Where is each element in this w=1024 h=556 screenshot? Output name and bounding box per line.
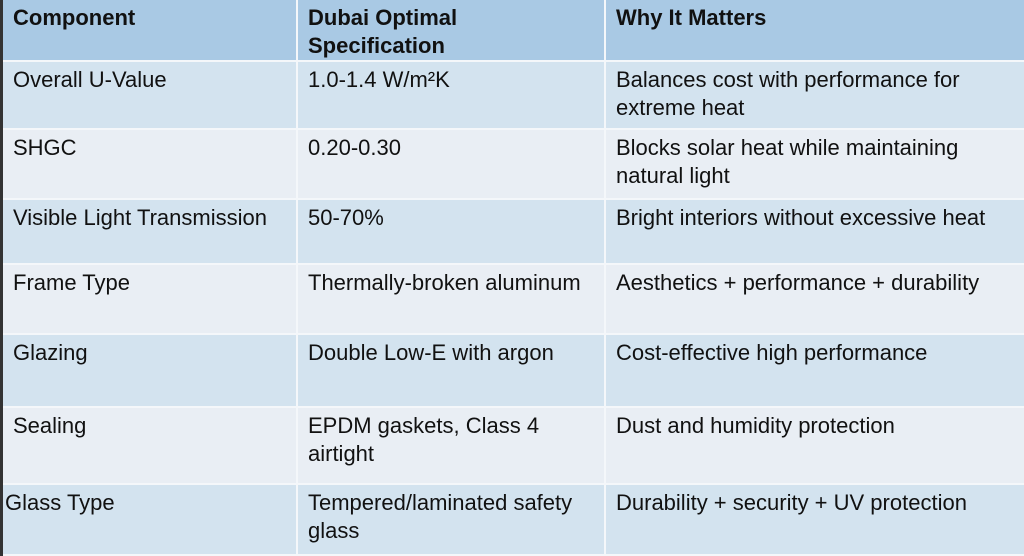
table-row: Overall U-Value 1.0-1.4 W/m²K Balances cos… bbox=[3, 62, 1024, 130]
cell-component: SHGC bbox=[3, 130, 298, 198]
cell-spec: Tempered/laminated safety glass bbox=[298, 485, 606, 554]
cell-spec: 1.0-1.4 W/m²K bbox=[298, 62, 606, 128]
cell-spec: EPDM gaskets, Class 4 airtight bbox=[298, 408, 606, 483]
cell-spec: Double Low-E with argon bbox=[298, 335, 606, 406]
table-row: Visible Light Transmission 50-70% Bright i… bbox=[3, 200, 1024, 265]
table-header-row: Component Dubai Optimal Specification Wh… bbox=[3, 0, 1024, 62]
cell-component: Frame Type bbox=[3, 265, 298, 333]
cell-component: Glazing bbox=[3, 335, 298, 406]
header-component: Component bbox=[3, 0, 298, 60]
table-row: SHGC 0.20-0.30 Blocks solar heat while mai… bbox=[3, 130, 1024, 200]
cell-component: Visible Light Transmission bbox=[3, 200, 298, 263]
cell-spec: 0.20-0.30 bbox=[298, 130, 606, 198]
cell-why: Dust and humidity protection bbox=[616, 413, 895, 438]
table-row: Sealing EPDM gaskets, Class 4 airtight Dus… bbox=[3, 408, 1024, 485]
header-spec: Dubai Optimal Specification bbox=[298, 0, 606, 60]
cell-component: Overall U-Value bbox=[3, 62, 298, 128]
cell-spec: Thermally-broken aluminum bbox=[298, 265, 606, 333]
cell-why: Blocks solar heat while maintaining natu… bbox=[616, 135, 959, 188]
header-why: Why It Matters bbox=[616, 5, 767, 30]
cell-why: Durability + security + UV protection bbox=[616, 490, 967, 515]
cell-why: Bright interiors without excessive heat bbox=[616, 205, 986, 230]
table-row: Frame Type Thermally-broken aluminum Aesth… bbox=[3, 265, 1024, 335]
table-row: Glazing Double Low-E with argon Cost-effec… bbox=[3, 335, 1024, 408]
cell-why: Balances cost with performance for extre… bbox=[616, 67, 960, 120]
cell-component: Sealing bbox=[3, 408, 298, 483]
table-row: Glass Type Tempered/laminated safety glas… bbox=[3, 485, 1024, 556]
cell-spec: 50-70% bbox=[298, 200, 606, 263]
cell-component: Glass Type bbox=[3, 485, 298, 554]
cell-why: Aesthetics + performance + durability bbox=[616, 270, 980, 295]
cell-why: Cost-effective high performance bbox=[616, 340, 928, 365]
